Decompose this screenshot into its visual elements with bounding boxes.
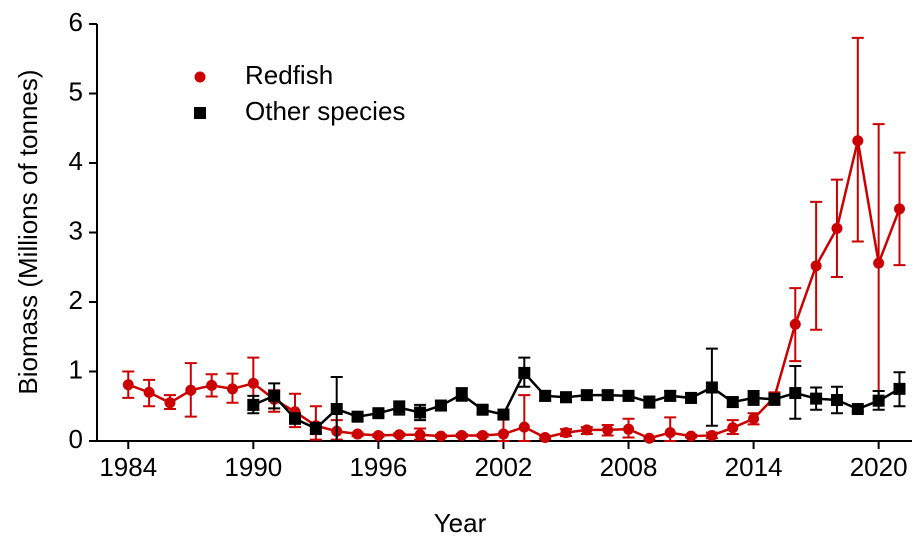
- series-line: [252, 370, 901, 430]
- data-point: [372, 407, 385, 420]
- data-point: [685, 391, 698, 404]
- x-tick-label: 1990: [224, 452, 282, 482]
- y-tick-label: 5: [69, 76, 83, 106]
- data-point: [414, 406, 427, 419]
- data-point: [602, 424, 614, 436]
- data-point: [580, 389, 593, 402]
- data-point: [414, 429, 426, 441]
- data-point: [768, 393, 781, 406]
- data-point: [810, 392, 823, 405]
- data-point: [706, 429, 718, 441]
- data-point: [456, 429, 468, 441]
- data-point: [143, 386, 155, 398]
- legend-label: Redfish: [245, 60, 333, 90]
- data-point: [434, 399, 447, 412]
- y-tick-label: 2: [69, 285, 83, 315]
- data-point: [831, 222, 843, 234]
- data-point: [393, 401, 406, 414]
- data-point: [664, 389, 677, 402]
- data-point: [372, 429, 384, 441]
- data-point: [351, 410, 364, 423]
- x-tick-label: 2014: [725, 452, 783, 482]
- data-point: [622, 389, 635, 402]
- data-point: [789, 318, 801, 330]
- data-point: [497, 428, 509, 440]
- data-point: [289, 412, 302, 425]
- data-point: [830, 393, 843, 406]
- data-point: [455, 388, 468, 401]
- x-axis-label: Year: [434, 508, 487, 538]
- data-point: [851, 403, 864, 416]
- data-point: [268, 389, 281, 402]
- data-point: [539, 432, 551, 444]
- data-point: [623, 423, 635, 435]
- data-point: [581, 424, 593, 436]
- data-point: [789, 387, 802, 400]
- y-tick-label: 1: [69, 354, 83, 384]
- data-point: [685, 430, 697, 442]
- data-point: [643, 432, 655, 444]
- data-point: [518, 421, 530, 433]
- data-point: [518, 366, 531, 379]
- error-bar: [518, 394, 531, 442]
- data-point: [726, 396, 739, 409]
- data-point: [748, 413, 760, 425]
- data-point: [893, 203, 905, 215]
- x-tick-label: 2008: [600, 452, 658, 482]
- data-point: [873, 257, 885, 269]
- data-point: [185, 384, 197, 396]
- y-axis-label: Biomass (Millions of tonnes): [13, 69, 43, 394]
- data-point: [393, 429, 405, 441]
- data-point: [226, 383, 238, 395]
- data-point: [643, 396, 656, 409]
- data-point: [601, 389, 614, 402]
- y-tick-label: 4: [69, 146, 83, 176]
- legend-label: Other species: [245, 96, 405, 126]
- y-tick-label: 0: [69, 424, 83, 454]
- legend-marker: [194, 71, 206, 83]
- data-point: [330, 403, 343, 416]
- data-point: [852, 135, 864, 147]
- data-point: [664, 427, 676, 439]
- data-point: [539, 389, 552, 402]
- data-point: [352, 428, 364, 440]
- data-point: [164, 397, 176, 409]
- data-point: [705, 381, 718, 394]
- x-tick-label: 1996: [349, 452, 407, 482]
- data-point: [206, 379, 218, 391]
- data-point: [309, 422, 322, 435]
- data-point: [560, 427, 572, 439]
- x-tick-label: 2020: [850, 452, 908, 482]
- data-point: [477, 429, 489, 441]
- x-tick-label: 1984: [99, 452, 157, 482]
- data-point: [435, 430, 447, 442]
- data-point: [727, 422, 739, 434]
- data-point: [872, 394, 885, 407]
- data-point: [122, 379, 134, 391]
- data-point: [476, 403, 489, 416]
- x-tick-label: 2002: [475, 452, 533, 482]
- y-tick-label: 6: [69, 7, 83, 37]
- data-point: [747, 391, 760, 404]
- data-point: [247, 377, 259, 389]
- data-point: [559, 391, 572, 404]
- data-point: [497, 408, 510, 421]
- y-tick-label: 3: [69, 215, 83, 245]
- legend-marker: [194, 107, 206, 119]
- data-point: [810, 260, 822, 272]
- data-point: [893, 382, 906, 395]
- data-point: [247, 398, 260, 411]
